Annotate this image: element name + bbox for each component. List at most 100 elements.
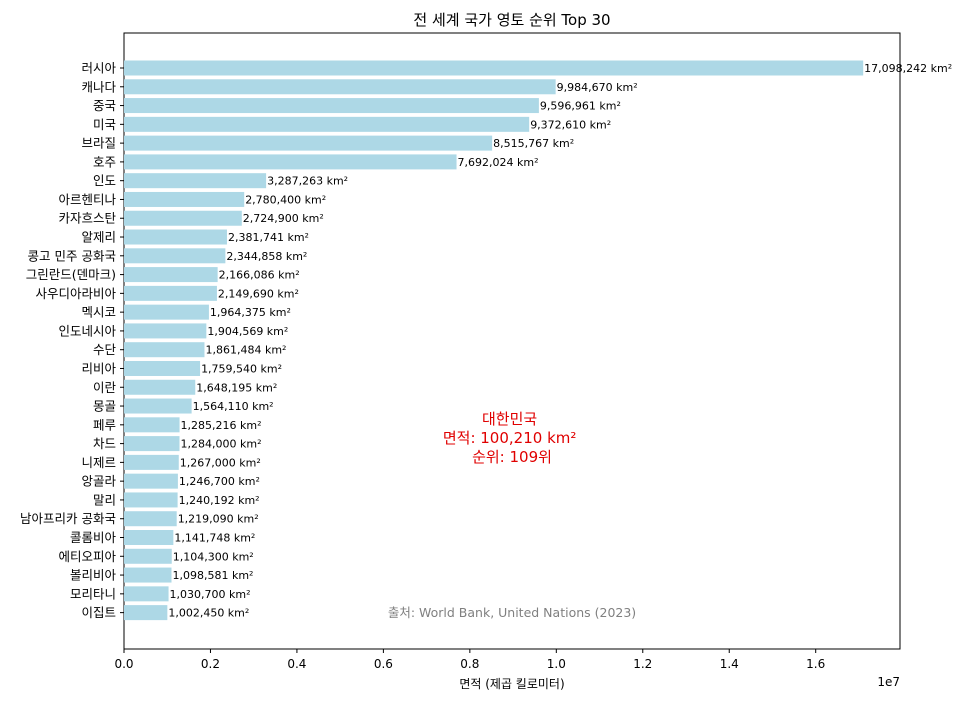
category-label-15: 인도네시아 — [58, 323, 116, 338]
bar-16 — [124, 342, 205, 358]
x-tick-label-3: 0.4 — [287, 657, 306, 671]
bar-11 — [124, 248, 226, 264]
bar-23 — [124, 473, 178, 489]
category-label-18: 이란 — [93, 380, 117, 395]
bar-18 — [124, 379, 196, 395]
bar-21 — [124, 436, 180, 452]
bar-17 — [124, 360, 201, 376]
bar-3 — [124, 98, 539, 114]
x-tick-label-1: 0.0 — [114, 657, 133, 671]
korea-annotation-line-3: 순위: 109위 — [472, 448, 552, 466]
value-label-24: 1,240,192 km² — [179, 494, 260, 507]
bar-8 — [124, 191, 245, 207]
value-label-20: 1,285,216 km² — [181, 419, 262, 432]
bar-6 — [124, 154, 457, 170]
bar-2 — [124, 79, 556, 95]
bar-27 — [124, 548, 172, 564]
value-label-3: 9,596,961 km² — [540, 100, 621, 113]
bar-20 — [124, 417, 180, 433]
x-tick-label-9: 1.6 — [806, 657, 825, 671]
bar-13 — [124, 285, 217, 301]
category-label-16: 수단 — [93, 342, 117, 357]
x-tick-label-8: 1.4 — [720, 657, 739, 671]
source-note: 출처: World Bank, United Nations (2023) — [388, 605, 636, 620]
x-axis-label: 면적 (제곱 킬로미터) — [459, 677, 564, 691]
category-label-7: 인도 — [93, 173, 116, 188]
value-label-9: 2,724,900 km² — [243, 212, 324, 225]
value-label-18: 1,648,195 km² — [196, 381, 277, 394]
bar-29 — [124, 586, 169, 602]
category-label-28: 볼리비아 — [70, 568, 117, 583]
bar-12 — [124, 267, 218, 283]
category-label-20: 페루 — [93, 417, 116, 432]
category-label-3: 중국 — [93, 98, 116, 113]
category-label-10: 알제리 — [81, 230, 116, 245]
value-label-13: 2,149,690 km² — [218, 287, 299, 300]
category-label-13: 사우디아라비아 — [35, 286, 116, 301]
value-label-23: 1,246,700 km² — [179, 475, 260, 488]
x-axis-ticks: 0.0 0.2 0.4 0.6 0.8 1.0 1.2 1.4 1.6 — [114, 649, 825, 671]
value-label-12: 2,166,086 km² — [219, 269, 300, 282]
bar-19 — [124, 398, 192, 414]
value-label-19: 1,564,110 km² — [193, 400, 274, 413]
korea-annotation: 대한민국 면적: 100,210 km² 순위: 109위 — [443, 410, 581, 466]
category-label-17: 리비아 — [81, 361, 116, 376]
x-tick-label-4: 0.6 — [374, 657, 393, 671]
bar-9 — [124, 210, 242, 226]
bar-24 — [124, 492, 178, 508]
category-label-19: 몽골 — [93, 399, 116, 414]
category-label-5: 브라질 — [81, 136, 116, 151]
value-label-16: 1,861,484 km² — [205, 344, 286, 357]
category-label-30: 이집트 — [81, 605, 116, 620]
bar-25 — [124, 511, 177, 527]
x-tick-label-7: 1.2 — [633, 657, 652, 671]
category-label-9: 카자흐스탄 — [58, 211, 116, 226]
category-label-1: 러시아 — [81, 61, 116, 76]
korea-annotation-line-2: 면적: 100,210 km² — [443, 429, 577, 447]
category-label-25: 남아프리카 공화국 — [20, 511, 116, 526]
category-label-12: 그린란드(덴마크) — [26, 267, 116, 282]
value-label-26: 1,141,748 km² — [174, 532, 255, 545]
category-label-8: 아르헨티나 — [58, 192, 116, 207]
value-label-17: 1,759,540 km² — [201, 362, 282, 375]
value-label-5: 8,515,767 km² — [493, 137, 574, 150]
bar-4 — [124, 116, 530, 132]
category-label-21: 차드 — [93, 436, 116, 451]
value-label-11: 2,344,858 km² — [226, 250, 307, 263]
value-label-30: 1,002,450 km² — [168, 607, 249, 620]
value-label-7: 3,287,263 km² — [267, 175, 348, 188]
x-tick-label-2: 0.2 — [201, 657, 220, 671]
category-label-2: 캐나다 — [81, 79, 116, 94]
x-tick-label-5: 0.8 — [460, 657, 479, 671]
bar-10 — [124, 229, 227, 245]
bar-22 — [124, 454, 179, 470]
bar-15 — [124, 323, 207, 339]
value-label-28: 1,098,581 km² — [172, 569, 253, 582]
value-label-10: 2,381,741 km² — [228, 231, 309, 244]
x-tick-label-6: 1.0 — [547, 657, 566, 671]
value-label-4: 9,372,610 km² — [530, 118, 611, 131]
bar-14 — [124, 304, 209, 320]
category-label-29: 모리타니 — [70, 586, 116, 601]
category-label-11: 콩고 민주 공화국 — [28, 248, 116, 263]
value-label-6: 7,692,024 km² — [458, 156, 539, 169]
category-label-14: 멕시코 — [81, 305, 116, 320]
category-label-27: 에티오피아 — [58, 549, 116, 564]
value-label-8: 2,780,400 km² — [245, 193, 326, 206]
korea-annotation-line-1: 대한민국 — [482, 410, 537, 428]
value-label-29: 1,030,700 km² — [170, 588, 251, 601]
value-labels-group: 17,098,242 km² 9,984,670 km² 9,596,961 km²… — [168, 62, 952, 620]
category-label-4: 미국 — [93, 117, 116, 132]
value-label-2: 9,984,670 km² — [557, 81, 638, 94]
x-axis-scale-label: 1e7 — [877, 675, 900, 689]
bar-7 — [124, 173, 267, 189]
plot-area-frame — [123, 32, 901, 650]
value-label-21: 1,284,000 km² — [181, 438, 262, 451]
value-label-27: 1,104,300 km² — [173, 550, 254, 563]
value-label-15: 1,904,569 km² — [207, 325, 288, 338]
value-label-22: 1,267,000 km² — [180, 456, 261, 469]
value-label-1: 17,098,242 km² — [864, 62, 952, 75]
bar-5 — [124, 135, 493, 151]
category-label-23: 앙골라 — [81, 474, 116, 489]
